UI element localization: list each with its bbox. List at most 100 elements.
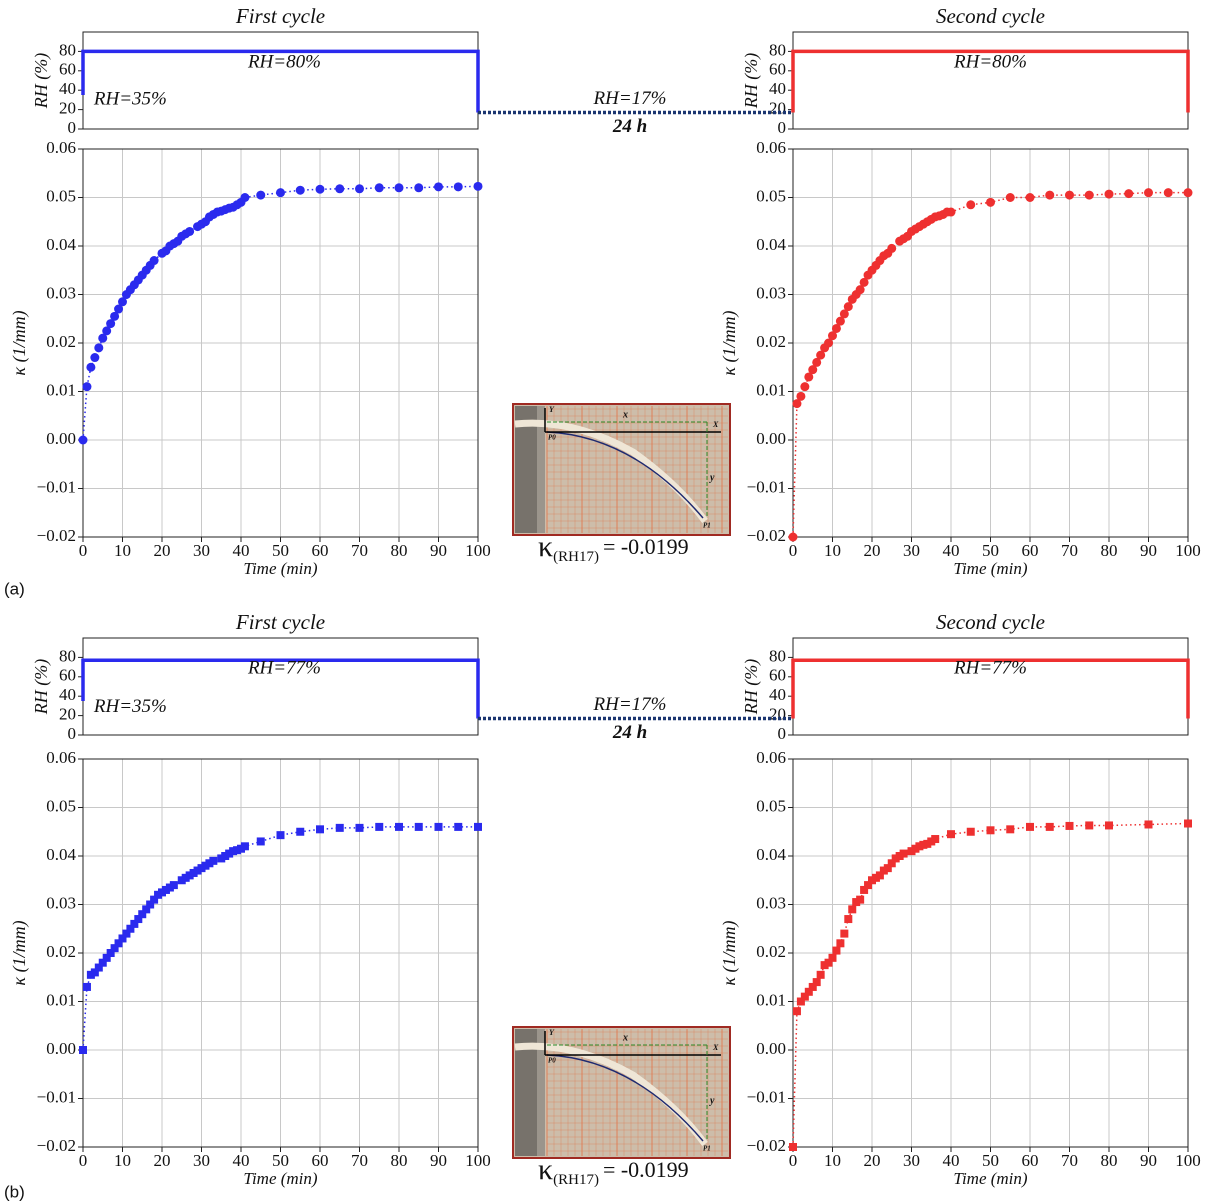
annotation: RH=35% [93,696,167,717]
marker [106,949,115,957]
photo-clamp-edge [537,1029,545,1156]
y-axis-label: RH (%) [31,53,52,109]
marker [804,987,813,996]
plot-frame [792,31,1189,130]
kappa-part: = -0.0199 [603,534,689,559]
marker [836,939,845,948]
y-tick-label: 0.03 [756,283,786,302]
marker [875,871,884,880]
inset-label: X [712,1043,719,1052]
x-tick-label: 100 [465,1151,491,1170]
x-tick-label: 80 [1101,541,1118,560]
marker [832,946,841,955]
y-tick-label: 0.06 [46,138,76,157]
data-line [81,658,480,719]
marker [98,958,107,967]
inset-label: Y [549,405,555,414]
x-tick-label: 10 [114,1151,131,1170]
x-tick-label: 70 [351,1151,368,1170]
annotation: RH=35% [93,88,167,109]
marker [824,338,834,348]
x-tick-label: 20 [864,541,881,560]
x-tick-label: 50 [272,1151,289,1170]
marker [335,184,345,194]
marker [209,856,218,865]
marker [986,197,995,207]
gap-duration: 24 h [612,722,647,743]
y-axis-label: κ (1/mm) [719,310,740,375]
x-tick-label: 50 [982,541,999,560]
chart-title: Second cycle [936,4,1045,28]
y-tick-label: 0.02 [46,942,76,961]
marker [1025,193,1035,202]
x-tick-label: 60 [1022,1151,1039,1170]
marker [844,915,853,924]
marker [1144,820,1153,829]
marker [1124,189,1134,199]
inset-label: P1 [703,1145,711,1153]
y-tick-label: 0.04 [756,235,786,254]
y-tick-label: 0.04 [46,235,76,254]
marker [966,200,976,210]
gap-rh: RH=17% [593,88,667,109]
kappa-part: κ [538,530,553,563]
x-tick-label: 30 [193,1151,210,1170]
marker [808,365,818,375]
marker [946,207,956,217]
marker [848,905,857,914]
inset-label: X [712,420,719,429]
marker [816,350,826,360]
y-tick-label: 0.03 [46,893,76,912]
x-tick-label: 90 [1140,541,1157,560]
marker [86,362,96,372]
marker [454,822,463,831]
marker [931,835,940,844]
y-tick-label: 60 [769,60,786,79]
marker [1005,193,1015,202]
y-tick-label: 80 [59,40,76,59]
y-tick-label: 0.06 [756,138,786,157]
x-tick-label: 90 [430,541,447,560]
marker [240,193,250,202]
y-tick-label: −0.01 [37,1087,76,1106]
marker [788,532,798,542]
plot-frame [82,31,479,130]
marker [843,302,853,312]
marker [473,181,483,191]
y-tick-label: 0.05 [756,796,786,815]
marker [374,183,384,193]
chart-title: First cycle [235,610,325,634]
marker [812,978,821,987]
y-tick-label: 0 [68,724,77,743]
marker [434,182,443,192]
marker [126,924,135,933]
marker [82,382,92,392]
y-tick-label: 40 [769,685,786,704]
x-tick-label: 30 [193,541,210,560]
kappa-note: κ(RH17) = -0.0199 [538,1153,689,1189]
y-axis-label: κ (1/mm) [9,310,30,375]
x-tick-label: 100 [1175,1151,1201,1170]
y-tick-label: 0.06 [46,748,76,767]
marker [816,970,825,979]
fit-curve [546,431,704,519]
data-line [791,658,1190,719]
marker [150,895,159,904]
x-tick-label: 0 [789,1151,798,1170]
marker [804,372,814,382]
marker [110,944,119,953]
marker [114,939,123,948]
y-axis-label: κ (1/mm) [719,920,740,985]
y-tick-label: 0.05 [46,186,76,205]
y-tick-label: 0.03 [756,893,786,912]
y-tick-label: 20 [59,99,76,118]
marker [98,333,108,343]
marker [134,915,143,924]
x-axis-label: Time (min) [243,559,317,578]
y-tick-label: 0.00 [756,429,786,448]
marker [796,391,806,401]
data-line [791,49,1190,113]
x-axis-label: Time (min) [953,559,1027,578]
y-tick-label: 80 [769,646,786,665]
